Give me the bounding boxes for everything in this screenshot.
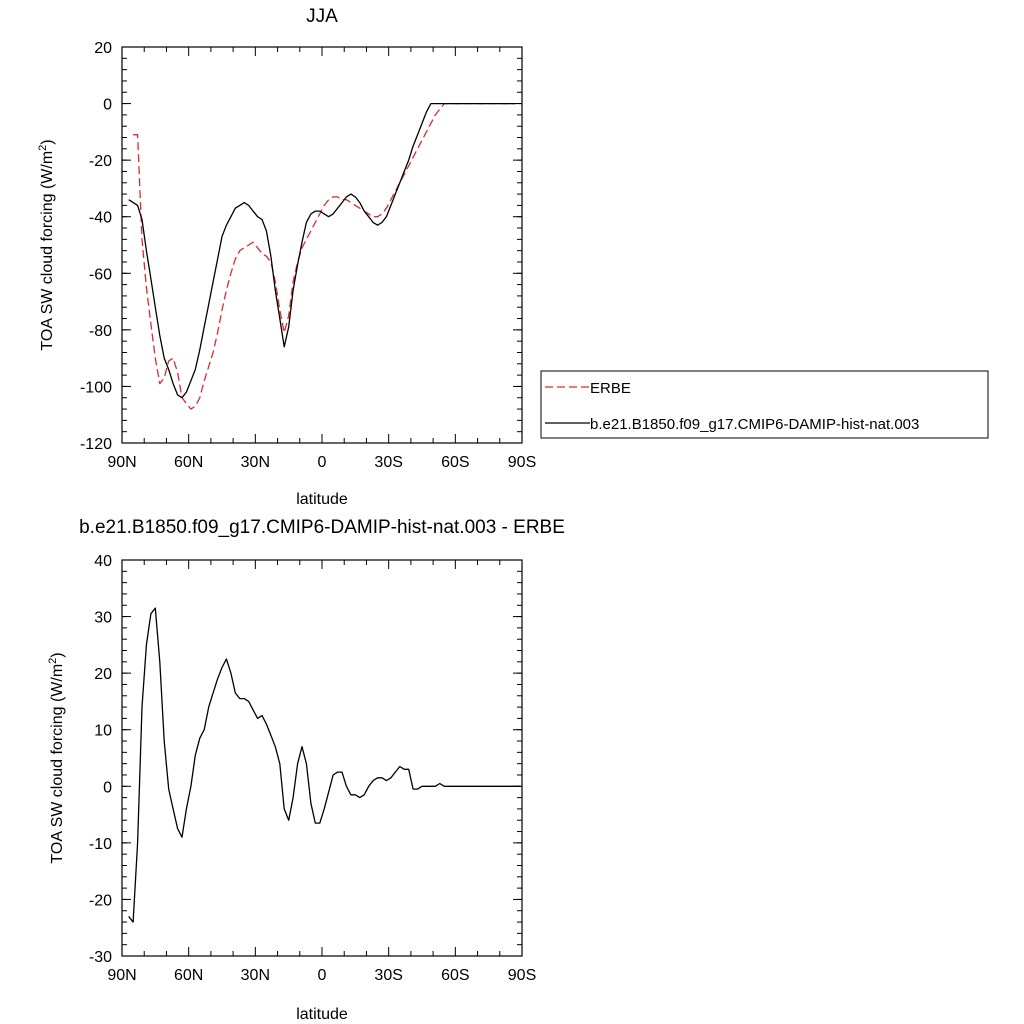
top-chart-title: JJA [306,6,338,27]
bottom-y-tick-label: -30 [89,949,112,966]
top-y-tick-label: -60 [89,266,112,283]
bottom-x-tick-label: 30N [241,967,270,984]
bottom-y-tick-label: -20 [89,892,112,909]
top-x-tick-label: 0 [318,454,327,471]
bottom-x-tick-label: 0 [318,967,327,984]
bottom-x-tick-label: 30S [374,967,402,984]
top-plot-series [128,102,516,410]
bottom-y-axis-label-main: TOA SW cloud forcing (W/m [49,664,66,864]
top-y-tick-label: -100 [80,379,112,396]
top-series-line-1 [128,102,516,399]
bottom-axis-ticks: 90N 60N 30N 0 30S 60S 90S 40 30 20 10 0 -10 -20 -30 [89,553,536,984]
bottom-y-tick-label: 40 [94,553,112,570]
top-legend: ERBE b.e21.B1850.f09_g17.CMIP6-DAMIP-his… [540,370,989,439]
bottom-series-line-0 [128,607,520,923]
top-x-tick-label: 90S [508,454,536,471]
top-y-axis-label: TOA SW cloud forcing (W/m2) [37,139,56,350]
bottom-x-tick-label: 60S [441,967,469,984]
bottom-y-tick-label: -10 [89,836,112,853]
top-y-tick-label: -80 [89,323,112,340]
top-y-tick-label: -20 [89,153,112,170]
bottom-y-axis-label-close: ) [49,652,66,657]
top-x-tick-label: 90N [107,454,136,471]
top-y-tick-label: 20 [94,40,112,57]
top-x-tick-label: 60N [174,454,203,471]
top-panel: JJA 90N 60N 30N 0 30S 60S 90S 20 0 -20 -40 -60 -80 -1… [37,6,989,508]
top-x-tick-label: 60S [441,454,469,471]
bottom-y-tick-label: 10 [94,723,112,740]
bottom-x-tick-label: 90S [508,967,536,984]
top-x-tick-label: 30N [241,454,270,471]
bottom-y-tick-label: 0 [103,779,112,796]
top-y-axis-label-main: TOA SW cloud forcing (W/m [39,151,56,351]
bottom-plot-frame [121,559,523,957]
bottom-y-tick-label: 20 [94,666,112,683]
legend-label-model: b.e21.B1850.f09_g17.CMIP6-DAMIP-hist-nat… [590,416,919,433]
bottom-panel: b.e21.B1850.f09_g17.CMIP6-DAMIP-hist-nat… [47,517,565,1023]
top-axis-ticks: 90N 60N 30N 0 30S 60S 90S 20 0 -20 -40 -60 -80 -100 -1… [80,40,536,471]
bottom-y-axis-label: TOA SW cloud forcing (W/m2) [47,652,66,863]
bottom-y-tick-label: 30 [94,610,112,627]
legend-label-erbe: ERBE [590,380,631,397]
bottom-y-axis-label-sup: 2 [47,658,59,664]
top-x-tick-label: 30S [374,454,402,471]
top-y-tick-label: -120 [80,436,112,453]
bottom-x-axis-label: latitude [296,1006,348,1023]
top-plot-frame [121,46,523,444]
bottom-x-tick-label: 90N [107,967,136,984]
top-x-axis-label: latitude [296,491,348,508]
top-series-line-0 [133,102,516,410]
top-y-tick-label: 0 [103,97,112,114]
bottom-chart-title: b.e21.B1850.f09_g17.CMIP6-DAMIP-hist-nat… [79,517,565,538]
bottom-x-tick-label: 60N [174,967,203,984]
top-y-axis-label-sup: 2 [37,145,49,151]
legend-box [540,370,989,439]
top-y-tick-label: -40 [89,210,112,227]
bottom-plot-series [128,607,520,923]
top-y-axis-label-close: ) [39,139,56,144]
